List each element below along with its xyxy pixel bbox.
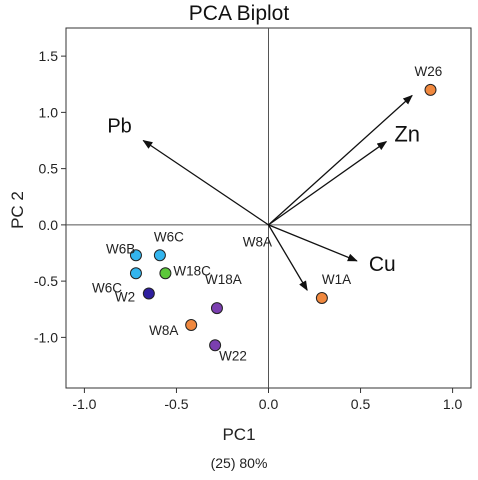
x-tick-label: -1.0 [72, 396, 96, 412]
loading-label: Zn [394, 122, 420, 147]
data-point [209, 339, 222, 352]
loading-label: Cu [369, 253, 396, 276]
loading-arrow [267, 224, 308, 291]
y-tick-label: 1.0 [39, 104, 59, 120]
data-point [159, 267, 172, 280]
loading-arrow [268, 224, 358, 262]
point-label: W26 [415, 64, 443, 79]
x-tick-label: 1.0 [443, 396, 463, 412]
data-point [210, 302, 223, 315]
point-label: W6C [154, 229, 184, 244]
point-label: W1A [322, 272, 351, 287]
loading-arrow [142, 139, 269, 226]
y-tick-label: -1.0 [34, 329, 58, 345]
y-tick-label: 0.0 [39, 217, 59, 233]
y-tick-label: 0.5 [39, 161, 59, 177]
point-label: W8A [149, 323, 178, 338]
data-point [142, 287, 155, 300]
point-label: W6C [92, 280, 122, 295]
loading-arrow [268, 94, 413, 226]
loading-arrow [268, 141, 388, 226]
y-tick-label: -0.5 [34, 273, 58, 289]
x-axis-label: PC1 [222, 425, 256, 444]
y-tick-label: 1.5 [39, 48, 59, 64]
data-point [153, 249, 166, 262]
point-label: W8A [243, 234, 272, 249]
point-label: W18A [205, 272, 242, 287]
footer-caption: (25) 80% [210, 455, 268, 471]
x-tick-label: 0.0 [259, 396, 279, 412]
point-label: W22 [219, 348, 247, 363]
chart-title: PCA Biplot [188, 2, 290, 25]
x-tick-label: 0.5 [351, 396, 371, 412]
loading-label: Pb [107, 116, 131, 138]
data-point [185, 319, 198, 331]
data-point [315, 292, 328, 304]
data-point [424, 83, 437, 96]
data-point [129, 267, 142, 280]
data-point [129, 249, 142, 262]
x-tick-label: -0.5 [164, 396, 188, 412]
point-label: W18C [173, 263, 211, 278]
point-label: W6B [106, 241, 135, 256]
point-label: W2 [115, 290, 135, 305]
